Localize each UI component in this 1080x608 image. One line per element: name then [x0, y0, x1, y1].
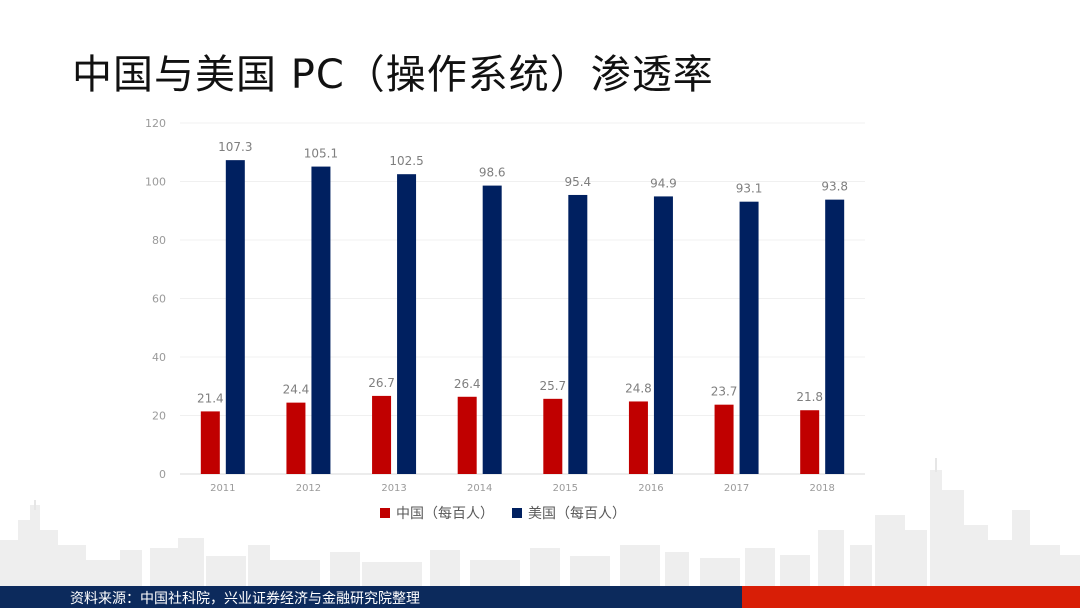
data-label: 105.1 — [304, 147, 338, 161]
data-label: 93.8 — [821, 180, 848, 194]
skyline-building — [875, 515, 905, 586]
bar-usa — [482, 185, 502, 474]
skyline-building — [470, 560, 520, 586]
skyline-building — [56, 545, 86, 586]
skyline-building — [270, 560, 320, 586]
bar-china — [800, 410, 820, 474]
x-tick-label: 2017 — [724, 483, 749, 494]
skyline-building — [988, 540, 1014, 586]
bar-china — [200, 411, 220, 474]
skyline-building — [700, 558, 740, 586]
bar-usa — [311, 166, 331, 474]
skyline-building — [962, 525, 988, 586]
data-label: 107.3 — [218, 140, 252, 154]
data-label: 23.7 — [711, 385, 738, 399]
skyline-building — [930, 470, 942, 586]
bar-china — [286, 402, 306, 474]
x-tick-label: 2016 — [638, 483, 663, 494]
bar-usa — [653, 196, 673, 475]
bar-china — [457, 396, 477, 474]
bar-usa — [397, 174, 417, 474]
data-label: 93.1 — [736, 182, 763, 196]
x-tick-label: 2012 — [296, 483, 321, 494]
skyline-building — [18, 520, 32, 586]
skyline-building — [120, 550, 142, 586]
skyline-building — [1012, 510, 1030, 586]
skyline-building — [780, 555, 810, 586]
skyline-building — [570, 556, 610, 586]
page-title: 中国与美国 PC（操作系统）渗透率 — [72, 52, 714, 98]
skyline-building — [1030, 545, 1060, 586]
y-tick-label: 0 — [159, 468, 166, 481]
legend-swatch — [380, 508, 390, 518]
data-label: 98.6 — [479, 166, 506, 180]
skyline-building — [850, 545, 872, 586]
skyline-building — [1058, 555, 1080, 586]
skyline-building — [905, 530, 927, 586]
bar-china — [543, 398, 563, 474]
data-label: 94.9 — [650, 176, 677, 190]
skyline-building — [330, 552, 360, 586]
skyline-building — [248, 545, 270, 586]
y-tick-label: 60 — [152, 293, 166, 306]
bar-usa — [568, 194, 588, 474]
skyline-building — [745, 548, 775, 586]
data-label: 95.4 — [564, 175, 591, 189]
data-label: 26.7 — [368, 376, 395, 390]
skyline-building — [150, 548, 180, 586]
data-label: 24.8 — [625, 381, 652, 395]
bar-usa — [225, 160, 245, 474]
bar-china — [714, 404, 734, 474]
bar-china — [628, 401, 648, 474]
x-tick-label: 2011 — [210, 483, 235, 494]
bar-usa — [825, 199, 845, 474]
skyline-building — [530, 548, 560, 586]
x-tick-label: 2018 — [809, 483, 834, 494]
skyline-building — [84, 560, 124, 586]
data-label: 25.7 — [539, 379, 566, 393]
y-tick-label: 20 — [152, 410, 166, 423]
source-note: 资料来源：中国社科院，兴业证券经济与金融研究院整理 — [70, 591, 420, 607]
data-label: 21.4 — [197, 391, 224, 405]
data-label: 24.4 — [283, 383, 310, 397]
y-tick-label: 40 — [152, 351, 166, 364]
legend-label: 美国（每百人） — [528, 506, 626, 522]
skyline-building — [30, 505, 40, 586]
skyline-building — [206, 556, 246, 586]
x-tick-label: 2015 — [553, 483, 578, 494]
legend-label: 中国（每百人） — [396, 506, 494, 522]
data-label: 21.8 — [796, 390, 823, 404]
y-tick-label: 80 — [152, 234, 166, 247]
skyline-building — [362, 562, 422, 586]
data-label: 102.5 — [389, 154, 423, 168]
footer-accent — [742, 586, 1080, 608]
skyline-building — [38, 530, 58, 586]
skyline-building — [178, 538, 204, 586]
skyline-spire — [34, 500, 36, 510]
skyline-building — [940, 490, 964, 586]
y-tick-label: 120 — [145, 117, 166, 130]
bar-china — [372, 395, 392, 474]
bar-usa — [739, 201, 759, 474]
x-tick-label: 2014 — [467, 483, 492, 494]
skyline-building — [818, 530, 844, 586]
data-label: 26.4 — [454, 377, 481, 391]
skyline-spire — [935, 458, 937, 472]
skyline-building — [430, 550, 460, 586]
x-tick-label: 2013 — [381, 483, 406, 494]
y-tick-label: 100 — [145, 176, 166, 189]
skyline-building — [665, 552, 689, 586]
legend-swatch — [512, 508, 522, 518]
skyline-building — [620, 545, 660, 586]
